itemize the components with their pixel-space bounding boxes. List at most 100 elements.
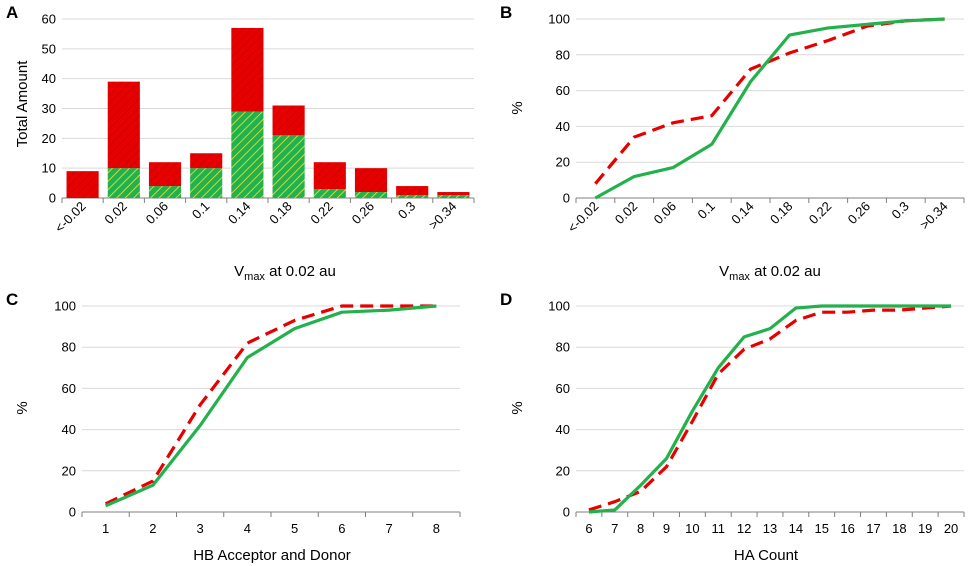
panel-d-x-tick-label: 7 (611, 521, 618, 536)
panel-b-x-tick-label: >0.34 (917, 199, 951, 233)
panel-a-bar-green (313, 189, 346, 198)
panel-a-x-tick-label: 0.22 (307, 199, 336, 228)
panel-b-x-tick-label: 0.06 (651, 199, 680, 228)
panel-d-x-tick-label: 18 (892, 521, 906, 536)
panel-d-y-tick-label: 40 (556, 422, 570, 437)
panel-b-x-tick-label: 0.1 (695, 199, 718, 222)
panel-b-x-axis-title: Vmax at 0.02 au (719, 263, 821, 283)
panel-a-bar-green (354, 192, 388, 198)
panel-c-y-tick-label: 60 (62, 381, 76, 396)
panel-a-bar-green (148, 186, 182, 198)
panel-b-y-tick-label: 0 (563, 191, 570, 206)
panel-a-x-tick-label: 0.02 (101, 199, 130, 228)
panel-a-bar-red (396, 186, 429, 196)
panel-b-series-red-dashed (594, 17, 945, 185)
panel-d: D % HA Count 0 20 40 60 80 100 6 7 8 9 10 11 12 13 14 1… (500, 290, 965, 564)
panel-d-x-tick-label: 9 (663, 521, 670, 536)
panel-c-x-axis-title: HB Acceptor and Donor (193, 547, 351, 564)
panel-d-y-tick-label: 100 (548, 299, 570, 314)
panel-d-x-tick-label: 19 (918, 521, 932, 536)
panel-c-x-tick-label: 3 (197, 521, 204, 536)
panel-a-y-tick-label: 50 (42, 41, 56, 56)
panel-c-y-tick-label: 20 (62, 463, 76, 478)
panel-c-y-tick-label: 100 (54, 299, 76, 314)
panel-a-x-tick-label: 0.18 (266, 199, 295, 228)
panel-b-y-tick-label: 60 (556, 83, 570, 98)
panel-d-y-tick-label: 20 (556, 463, 570, 478)
panel-a: A Total Amount Vmax at 0.02 au 0 10 20 30 40… (6, 3, 475, 283)
panel-a-label: A (6, 3, 18, 22)
panel-a-y-tick-label: 20 (42, 131, 56, 146)
panel-d-x-tick-label: 8 (637, 521, 644, 536)
panel-c-series-red-dashed (104, 304, 437, 506)
panel-b-x-tick-label: 0.14 (728, 199, 757, 228)
panel-c-y-tick-label: 40 (62, 422, 76, 437)
panel-c-series-green-solid (104, 304, 437, 508)
panel-a-bar-red (231, 27, 264, 112)
panel-b-y-tick-label: 20 (556, 155, 570, 170)
panel-d-y-tick-label: 80 (556, 340, 570, 355)
panel-d-y-tick-label: 0 (563, 505, 570, 520)
panel-a-x-tick-label: <-0.02 (52, 199, 89, 236)
panel-b-x-tick-label: 0.02 (612, 199, 641, 228)
panel-d-x-tick-label: 15 (814, 521, 828, 536)
panel-b: B % Vmax at 0.02 au 0 20 40 60 80 100 <-0.02 0.… (500, 3, 965, 283)
panel-d-x-tick-label: 20 (944, 521, 958, 536)
panel-b-x-tick-label: 0.3 (889, 199, 912, 222)
panel-d-x-tick-label: 11 (712, 521, 726, 536)
panel-a-y-tick-label: 10 (42, 161, 56, 176)
panel-a-bar-green (272, 135, 305, 198)
panel-c: C % HB Acceptor and Donor 0 20 40 60 80 100 1 2… (6, 290, 461, 564)
panel-c-y-tick-label: 0 (69, 505, 76, 520)
panel-c-x-tick-label: 8 (433, 521, 440, 536)
panel-a-bar-green (190, 168, 223, 198)
panel-b-y-axis-title: % (509, 101, 526, 114)
panel-a-bar-green (231, 111, 264, 198)
panel-d-y-axis-title: % (509, 401, 526, 414)
panel-c-x-tick-label: 7 (386, 521, 393, 536)
panel-a-x-tick-label: 0.06 (143, 199, 172, 228)
panel-a-x-tick-label: >0.34 (426, 199, 460, 233)
panel-c-x-tick-label: 6 (338, 521, 345, 536)
panel-b-x-tick-label: <-0.02 (565, 199, 602, 236)
panel-d-x-tick-label: 14 (789, 521, 803, 536)
panel-c-y-tick-label: 80 (62, 340, 76, 355)
panel-a-x-tick-label: 0.1 (189, 199, 212, 222)
panel-a-x-tick-label: 0.14 (225, 199, 254, 228)
panel-a-bar-red (354, 168, 388, 193)
panel-a-x-tick-label: 0.3 (395, 199, 418, 222)
panel-a-bar-red (313, 162, 346, 190)
panel-b-y-tick-label: 40 (556, 119, 570, 134)
panel-a-y-tick-label: 60 (42, 12, 56, 27)
panel-a-bar-red (66, 171, 99, 198)
panel-a-y-tick-label: 30 (42, 101, 56, 116)
panel-d-x-axis-title: HA Count (734, 547, 799, 564)
panel-a-y-axis-title: Total Amount (14, 60, 31, 148)
panel-a-bar-red (272, 105, 305, 136)
panel-b-label: B (500, 3, 512, 22)
panel-c-x-tick-label: 5 (291, 521, 298, 536)
panel-c-x-tick-label: 4 (244, 521, 251, 536)
panel-a-bar-red (190, 153, 223, 169)
panel-d-x-tick-label: 16 (840, 521, 854, 536)
panel-c-x-tick-label: 1 (102, 521, 109, 536)
panel-c-x-tick-label: 2 (149, 521, 156, 536)
panel-d-series-green-solid (588, 304, 952, 514)
panel-a-bar-red (107, 81, 140, 169)
panel-d-x-tick-label: 12 (737, 521, 751, 536)
panel-c-label: C (6, 290, 18, 309)
panel-a-bar-red (437, 192, 470, 196)
panel-d-series-red-dashed (588, 304, 952, 512)
panel-b-series-green-solid (594, 17, 945, 200)
panel-d-label: D (500, 290, 512, 309)
panel-b-x-tick-label: 0.22 (806, 199, 835, 228)
panel-d-x-tick-label: 10 (685, 521, 699, 536)
panel-a-x-axis-title: Vmax at 0.02 au (234, 263, 336, 283)
panel-c-y-axis-title: % (14, 401, 31, 414)
panel-a-bar-green (396, 195, 429, 198)
panel-b-x-tick-label: 0.18 (767, 199, 796, 228)
panel-d-x-tick-label: 13 (763, 521, 777, 536)
panel-a-bar-green (437, 195, 470, 198)
panel-d-x-tick-label: 6 (585, 521, 592, 536)
